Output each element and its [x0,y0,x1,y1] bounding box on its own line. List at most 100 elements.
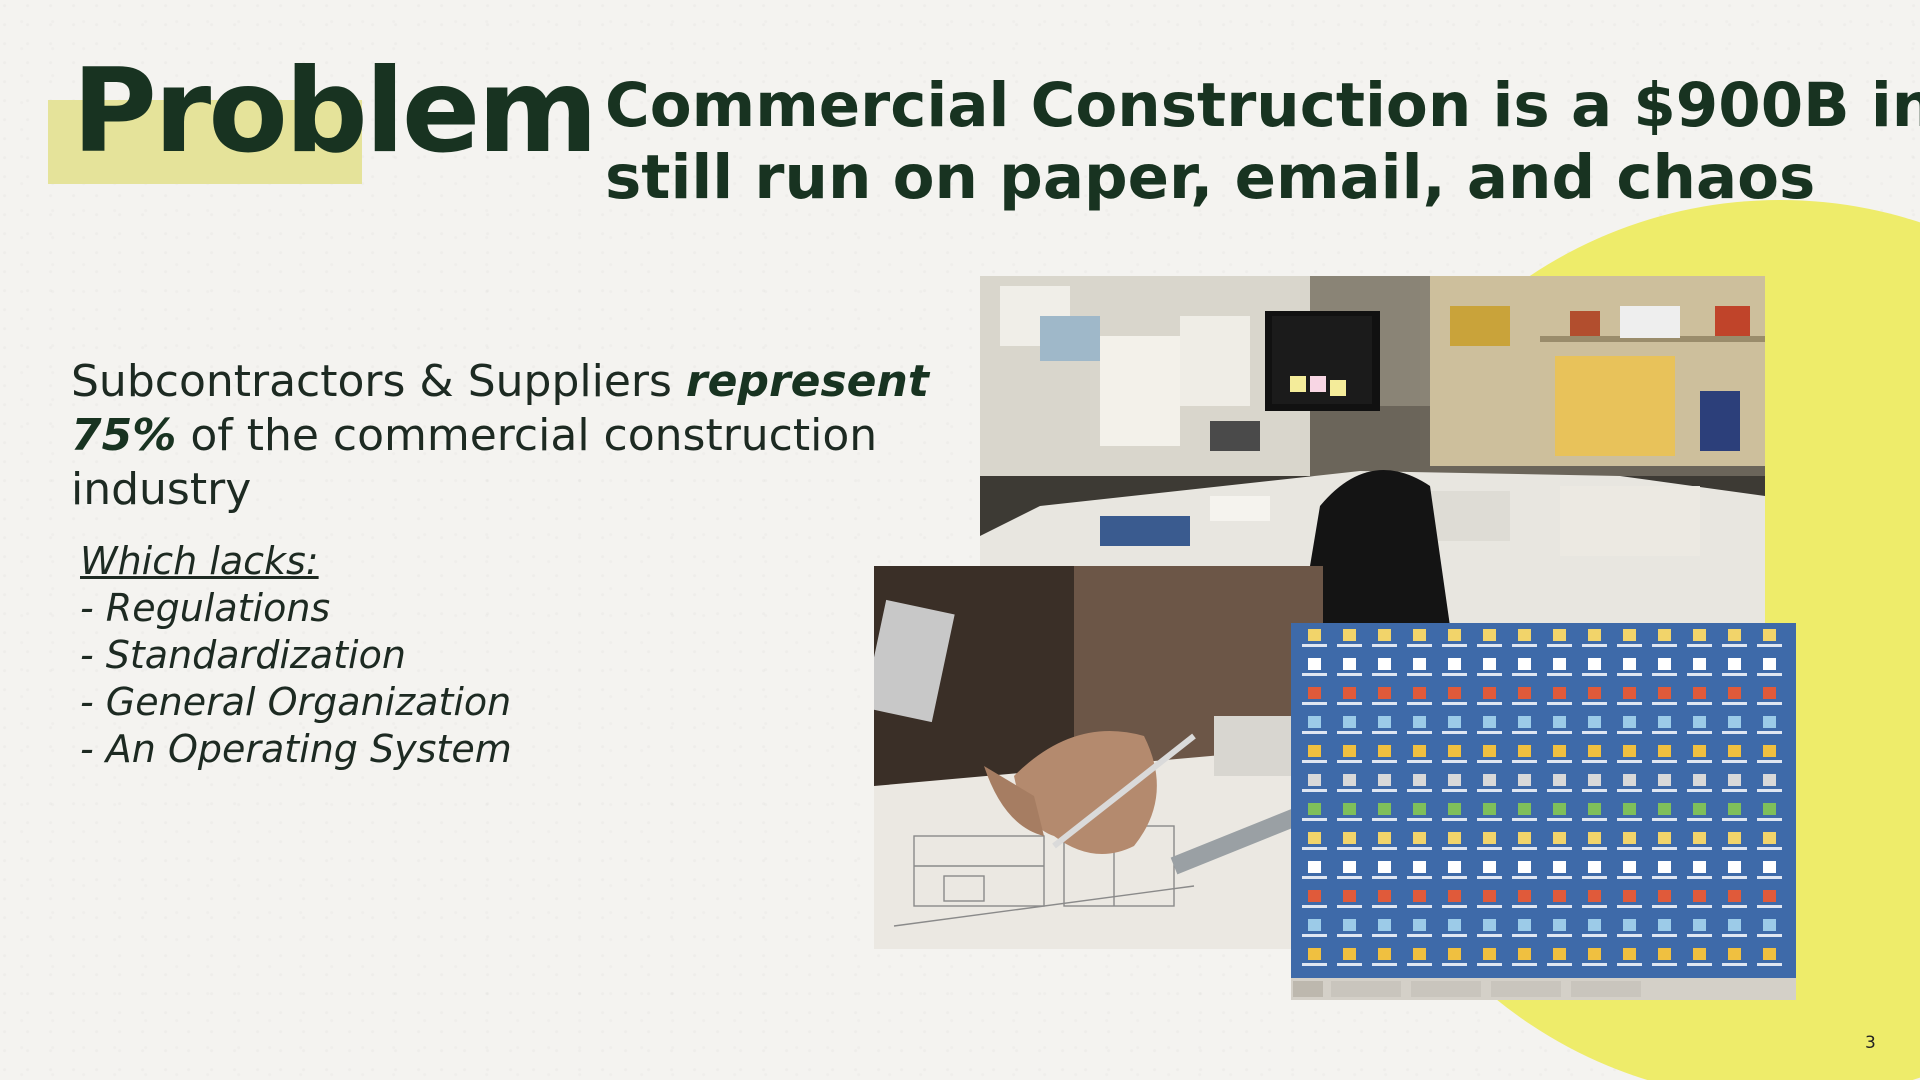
desktop-file-label [1582,673,1607,676]
desktop-file-icon [1378,687,1391,699]
desktop-file-label [1512,934,1537,937]
stat-emphasis-represent: represent [685,356,929,407]
desktop-file-label [1547,963,1572,966]
desktop-file-icon [1693,861,1706,873]
desktop-file-label [1372,760,1397,763]
desktop-file-label [1477,818,1502,821]
desktop-file-icon [1518,774,1531,786]
stat-text-before: Subcontractors & Suppliers [71,356,686,407]
desktop-file-label [1547,789,1572,792]
desktop-file-label [1757,905,1782,908]
desktop-file-icon [1483,919,1496,931]
desktop-file-icon [1588,832,1601,844]
desktop-file-icon [1623,919,1636,931]
desktop-file-icon [1343,745,1356,757]
desktop-file-icon [1623,658,1636,670]
desktop-file-label [1407,760,1432,763]
desktop-file-icon [1763,803,1776,815]
desktop-file-label [1687,963,1712,966]
desktop-file-icon [1623,803,1636,815]
desktop-file-icon [1623,948,1636,960]
desktop-file-icon [1553,745,1566,757]
desktop-file-icon [1623,774,1636,786]
desktop-file-icon [1483,890,1496,902]
desktop-file-icon [1308,861,1321,873]
desktop-file-label [1547,905,1572,908]
desktop-file-label [1652,818,1677,821]
desktop-file-icon [1343,803,1356,815]
desktop-file-label [1442,760,1467,763]
desktop-file-label [1757,963,1782,966]
desktop-file-label [1652,934,1677,937]
desktop-file-icon [1343,919,1356,931]
desktop-file-label [1477,847,1502,850]
desktop-file-icon [1518,687,1531,699]
desktop-file-icon [1413,629,1426,641]
desktop-file-label [1337,876,1362,879]
desktop-file-label [1757,847,1782,850]
desktop-file-label [1687,702,1712,705]
desktop-file-icon [1308,890,1321,902]
subtitle-line-2: still run on paper, email, and chaos [605,142,1816,213]
desktop-file-label [1757,934,1782,937]
desktop-file-icon [1413,832,1426,844]
desktop-file-icon [1553,629,1566,641]
desktop-file-icon [1413,745,1426,757]
desktop-file-icon [1343,948,1356,960]
desktop-file-label [1757,789,1782,792]
desktop-file-icon [1728,774,1741,786]
desktop-file-label [1442,702,1467,705]
desktop-file-label [1407,702,1432,705]
stat-statement: Subcontractors & Suppliers represent 75% … [71,355,931,517]
desktop-file-icon [1588,861,1601,873]
desktop-file-icon [1728,658,1741,670]
desktop-file-label [1337,847,1362,850]
desktop-file-label [1582,644,1607,647]
desktop-file-icon [1448,890,1461,902]
page-number: 3 [1865,1033,1876,1053]
desktop-file-label [1442,731,1467,734]
desktop-file-icon [1728,832,1741,844]
title-highlight-bar [48,100,362,184]
desktop-file-icon [1518,716,1531,728]
desktop-file-icon [1413,687,1426,699]
desktop-file-icon [1448,745,1461,757]
desktop-file-label [1757,644,1782,647]
desktop-file-icon [1343,716,1356,728]
desktop-file-icon [1763,861,1776,873]
desktop-file-icon [1343,890,1356,902]
desktop-file-label [1372,963,1397,966]
desktop-file-label [1757,818,1782,821]
desktop-file-label [1617,818,1642,821]
desktop-file-icon [1658,658,1671,670]
desktop-file-label [1302,644,1327,647]
desktop-file-icon [1658,861,1671,873]
desktop-file-icon [1343,658,1356,670]
desktop-file-label [1617,934,1642,937]
desktop-file-icon [1378,803,1391,815]
desktop-file-label [1722,963,1747,966]
desktop-file-label [1302,702,1327,705]
desktop-file-icon [1588,919,1601,931]
desktop-file-label [1722,876,1747,879]
desktop-file-label [1512,818,1537,821]
desktop-file-label [1442,934,1467,937]
desktop-file-label [1477,702,1502,705]
desktop-file-label [1687,934,1712,937]
desktop-file-icon [1518,861,1531,873]
desktop-file-icon [1518,745,1531,757]
desktop-file-icon [1378,832,1391,844]
lacks-item: - An Operating System [80,727,512,771]
desktop-file-label [1547,644,1572,647]
lacks-heading: Which lacks: [80,539,319,583]
desktop-file-icon [1553,861,1566,873]
desktop-file-icon [1658,803,1671,815]
desktop-file-icon [1588,890,1601,902]
desktop-file-label [1477,905,1502,908]
desktop-file-label [1512,789,1537,792]
desktop-file-icon [1693,716,1706,728]
desktop-file-label [1582,818,1607,821]
desktop-file-icon [1623,629,1636,641]
desktop-file-icon [1728,745,1741,757]
desktop-file-label [1477,876,1502,879]
